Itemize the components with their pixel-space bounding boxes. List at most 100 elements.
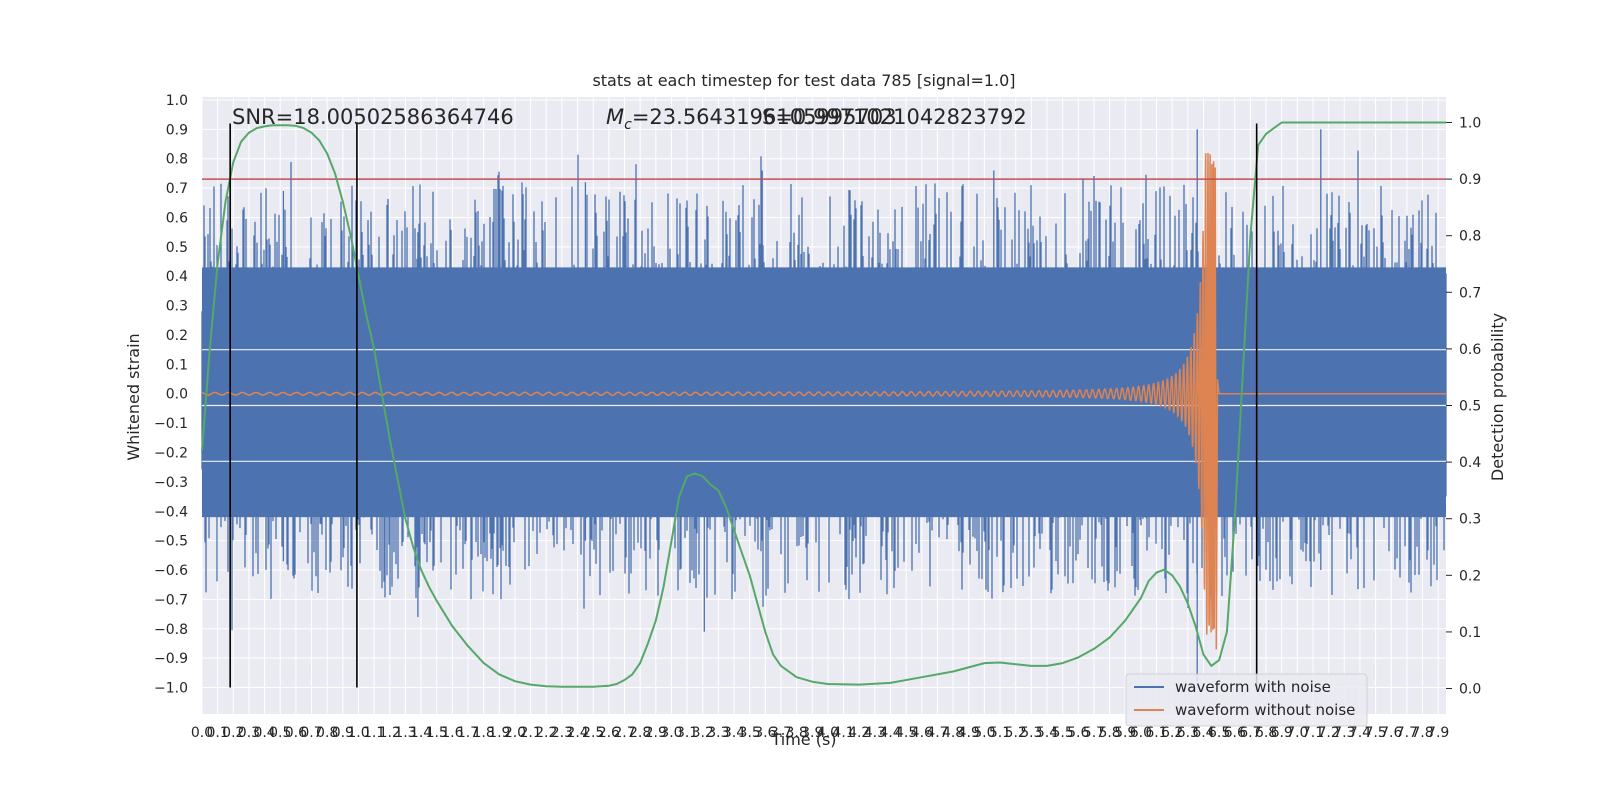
x-tick-label: 7.0 xyxy=(1286,725,1308,741)
x-tick-label: 5.9 xyxy=(1114,725,1136,741)
x-tick-label: 4.7 xyxy=(926,725,948,741)
x-tick-label: 6.2 xyxy=(1161,725,1183,741)
x-tick-label: 3.1 xyxy=(676,725,698,741)
x-tick-label: 0.6 xyxy=(285,725,307,741)
x-tick-label: 4.2 xyxy=(848,725,870,741)
x-axis-label: Time (s) xyxy=(770,730,836,749)
y-tick-label: −0.4 xyxy=(154,504,188,520)
x-tick-label: 3.4 xyxy=(723,725,745,741)
x-tick-label: 3.7 xyxy=(770,725,792,741)
x-tick-label: 4.5 xyxy=(895,725,917,741)
mc-subscript: c xyxy=(624,117,632,133)
y-tick-label: −0.3 xyxy=(154,475,188,491)
x-tick-label: 4.3 xyxy=(864,725,886,741)
x-tick-label: 3.8 xyxy=(785,725,807,741)
x-tick-label: 2.4 xyxy=(566,725,588,741)
legend: waveform with noise waveform without noi… xyxy=(1125,673,1368,727)
y2-tick-label: 0.9 xyxy=(1459,172,1481,188)
x-tick-label: 3.9 xyxy=(801,725,823,741)
x-tick-label: 0.7 xyxy=(300,725,322,741)
chirp-trace xyxy=(201,152,1446,650)
mc-value: =23.5643196105995703 xyxy=(632,105,897,129)
y-ticks: 1.0 0.9 0.8 0.7 0.6 0.5 0.4 0.3 0.2 0.1 0.0 −0.1 −0.… xyxy=(154,93,188,697)
x-tick-label: 5.5 xyxy=(1051,725,1073,741)
x-tick-label: 1.4 xyxy=(410,725,432,741)
y-tick-label: −0.8 xyxy=(154,622,188,638)
y-axis-label: Whitened strain xyxy=(124,333,143,460)
x-tick-label: 1.6 xyxy=(441,725,463,741)
x-tick-label: 5.1 xyxy=(989,725,1011,741)
y2-ticks: 1.0 0.9 0.8 0.7 0.6 0.5 0.4 0.3 0.2 0.1 0.0 xyxy=(1446,115,1481,698)
y-tick-label: 0.4 xyxy=(166,269,188,285)
x-tick-label: 1.8 xyxy=(473,725,495,741)
y-tick-label: 0.9 xyxy=(166,122,188,138)
x-tick-label: 6.7 xyxy=(1239,725,1261,741)
legend-box xyxy=(1125,673,1368,727)
y2-tick-label: 0.1 xyxy=(1459,625,1481,641)
detection-probability-line xyxy=(201,121,1446,688)
legend-label-clean: waveform without noise xyxy=(1175,701,1355,719)
x-tick-label: 0.8 xyxy=(316,725,338,741)
x-tick-label: 7.3 xyxy=(1333,725,1355,741)
x-tick-label: 1.3 xyxy=(394,725,416,741)
x-tick-label: 5.2 xyxy=(1005,725,1027,741)
y-tick-label: −0.1 xyxy=(154,416,188,432)
x-tick-label: 2.9 xyxy=(645,725,667,741)
x-tick-label: 2.1 xyxy=(519,725,541,741)
x-tick-label: 6.0 xyxy=(1130,725,1152,741)
overlap-annotation: S=0.9971021042823792 xyxy=(762,105,1027,129)
x-tick-label: 0.5 xyxy=(269,725,291,741)
y2-tick-label: 0.4 xyxy=(1459,455,1481,471)
x-tick-label: 2.6 xyxy=(598,725,620,741)
series-detection-probability xyxy=(201,121,1446,688)
x-tick-label: 0.3 xyxy=(238,725,260,741)
y-tick-label: 0.6 xyxy=(166,210,188,226)
x-tick-label: 1.1 xyxy=(363,725,385,741)
y2-tick-label: 0.5 xyxy=(1459,399,1481,415)
x-tick-label: 7.7 xyxy=(1396,725,1418,741)
y2-tick-label: 0.3 xyxy=(1459,512,1481,528)
x-tick-label: 4.4 xyxy=(879,725,901,741)
x-tick-label: 5.0 xyxy=(973,725,995,741)
x-tick-label: 5.8 xyxy=(1098,725,1120,741)
x-tick-label: 4.1 xyxy=(832,725,854,741)
y-tick-label: 0.3 xyxy=(166,299,188,315)
x-tick-label: 4.0 xyxy=(817,725,839,741)
y-tick-label: −0.5 xyxy=(154,534,188,550)
y2-tick-label: 0.2 xyxy=(1459,568,1481,584)
x-tick-label: 5.3 xyxy=(1020,725,1042,741)
snr-annotation: SNR=18.00502586364746 xyxy=(232,105,514,129)
x-tick-label: 2.8 xyxy=(629,725,651,741)
x-tick-label: 3.3 xyxy=(707,725,729,741)
y-tick-label: 0.2 xyxy=(166,328,188,344)
x-tick-label: 7.2 xyxy=(1318,725,1340,741)
x-tick-label: 7.6 xyxy=(1380,725,1402,741)
x-tick-label: 6.4 xyxy=(1192,725,1214,741)
x-tick-label: 4.6 xyxy=(911,725,933,741)
y-tick-label: 0.5 xyxy=(166,240,188,256)
x-tick-label: 2.3 xyxy=(551,725,573,741)
x-tick-label: 7.8 xyxy=(1411,725,1433,741)
x-tick-label: 4.8 xyxy=(942,725,964,741)
y-tick-label: −1.0 xyxy=(154,681,188,697)
x-tick-label: 3.0 xyxy=(660,725,682,741)
y-tick-label: 1.0 xyxy=(166,93,188,109)
y2-axis-label: Detection probability xyxy=(1488,313,1507,481)
x-tick-label: 4.9 xyxy=(958,725,980,741)
mc-annotation: Mc=23.5643196105995703 xyxy=(606,105,897,133)
y-tick-label: 0.0 xyxy=(166,387,188,403)
y2-tick-label: 1.0 xyxy=(1459,115,1481,131)
x-tick-label: 2.5 xyxy=(582,725,604,741)
y-tick-label: 0.1 xyxy=(166,357,188,373)
x-tick-label: 2.0 xyxy=(504,725,526,741)
y2-tick-label: 0.0 xyxy=(1459,682,1481,698)
x-tick-label: 2.2 xyxy=(535,725,557,741)
x-tick-label: 5.6 xyxy=(1067,725,1089,741)
x-tick-label: 5.7 xyxy=(1083,725,1105,741)
x-tick-label: 1.5 xyxy=(426,725,448,741)
x-tick-label: 6.8 xyxy=(1255,725,1277,741)
x-tick-label: 7.5 xyxy=(1364,725,1386,741)
chart-title: stats at each timestep for test data 785… xyxy=(592,71,1015,90)
x-tick-label: 6.3 xyxy=(1177,725,1199,741)
